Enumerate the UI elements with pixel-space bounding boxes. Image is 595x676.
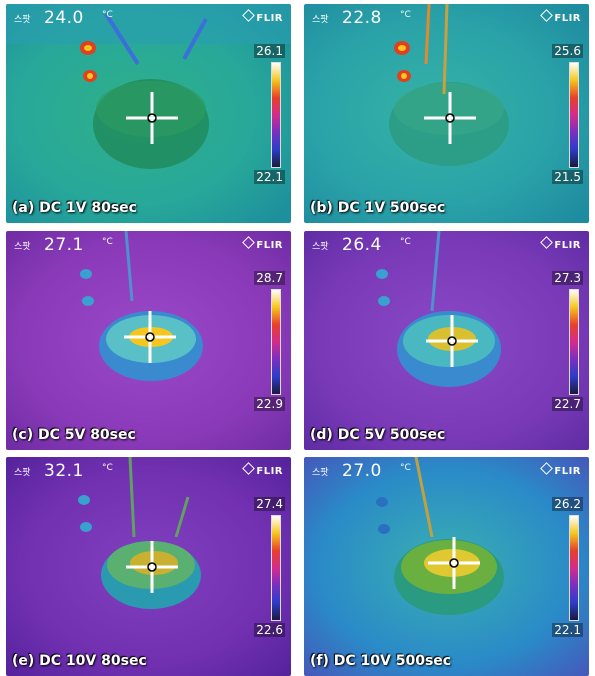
flir-logo-icon [540,236,554,249]
flir-logo-icon [540,462,554,475]
thermal-panel-d: 스팟 26.4 °C FLIR 27.3 22.7 (d) DC 5V 500s… [304,231,589,450]
panel-caption: (a) DC 1V 80sec [12,200,137,216]
scale-min-value: 22.6 [254,623,285,637]
color-scale-bar [569,62,579,168]
temperature-unit: °C [102,237,113,247]
thermal-panel-b: 스팟 22.8 °C FLIR 25.6 21.5 (b) DC 1V 500s… [304,4,589,223]
spot-temperature: 32.1 [44,461,84,481]
flir-logo-icon [242,9,256,22]
scale-min-value: 22.9 [254,397,285,411]
flir-logo: FLIR [242,462,283,477]
flir-logo: FLIR [540,462,581,477]
temperature-unit: °C [102,10,113,20]
color-scale-bar [569,289,579,395]
color-scale-bar [569,515,579,621]
panel-caption: (b) DC 1V 500sec [310,200,446,216]
scale-min-value: 22.1 [254,170,285,184]
crosshair-icon [426,315,478,367]
scale-min-value: 21.5 [552,170,583,184]
spot-label: 스팟 [14,15,31,25]
panel-caption: (d) DC 5V 500sec [310,427,446,443]
panel-caption: (e) DC 10V 80sec [12,653,147,669]
spot-label: 스팟 [312,468,329,478]
spot-temperature: 24.0 [44,8,84,28]
scale-max-value: 25.6 [552,44,583,58]
thermal-image-f [304,457,589,676]
scale-max-value: 28.7 [254,271,285,285]
spot-label: 스팟 [14,242,31,252]
thermal-image-a [6,4,291,223]
temperature-unit: °C [102,463,113,473]
spot-label: 스팟 [14,468,31,478]
thermal-panel-c: 스팟 27.1 °C FLIR 28.7 22.9 (c) DC 5V 80se… [6,231,291,450]
spot-temperature: 22.8 [342,8,382,28]
flir-logo: FLIR [540,236,581,251]
thermal-panel-f: 스팟 27.0 °C FLIR 26.2 22.1 (f) DC 10V 500… [304,457,589,676]
flir-logo: FLIR [242,9,283,24]
scale-max-value: 26.1 [254,44,285,58]
spot-temperature: 26.4 [342,235,382,255]
spot-temperature: 27.1 [44,235,84,255]
panel-caption: (c) DC 5V 80sec [12,427,136,443]
color-scale-bar [271,515,281,621]
color-scale-bar [271,62,281,168]
temperature-unit: °C [400,237,411,247]
flir-logo: FLIR [540,9,581,24]
crosshair-icon [428,537,480,589]
flir-logo-icon [540,9,554,22]
flir-logo-icon [242,462,256,475]
flir-logo: FLIR [242,236,283,251]
scale-max-value: 27.4 [254,497,285,511]
thermal-panel-a: 스팟 24.0 °C FLIR 26.1 22.1 (a) DC 1V 80se… [6,4,291,223]
scale-min-value: 22.7 [552,397,583,411]
crosshair-icon [424,92,476,144]
crosshair-icon [126,92,178,144]
spot-temperature: 27.0 [342,461,382,481]
panel-caption: (f) DC 10V 500sec [310,653,452,669]
spot-label: 스팟 [312,242,329,252]
crosshair-icon [126,541,178,593]
color-scale-bar [271,289,281,395]
thermal-panel-e: 스팟 32.1 °C FLIR 27.4 22.6 (e) DC 10V 80s… [6,457,291,676]
flir-logo-icon [242,236,256,249]
scale-max-value: 27.3 [552,271,583,285]
spot-label: 스팟 [312,15,329,25]
temperature-unit: °C [400,10,411,20]
crosshair-icon [124,311,176,363]
temperature-unit: °C [400,463,411,473]
scale-min-value: 22.1 [552,623,583,637]
scale-max-value: 26.2 [552,497,583,511]
